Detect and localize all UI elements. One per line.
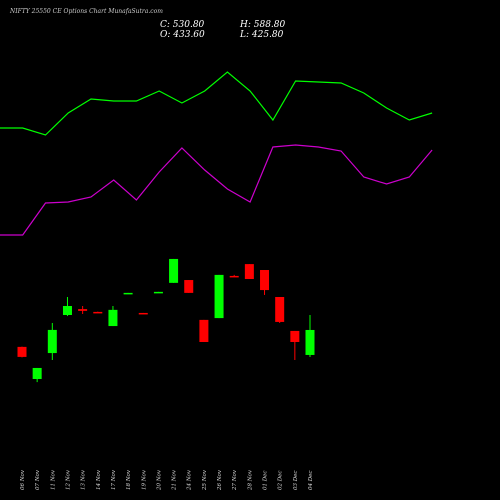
x-tick-label: 19 Nov: [141, 469, 147, 490]
candle-body: [305, 329, 315, 355]
x-tick-label: 01 Dec: [263, 471, 269, 491]
ohlc-close: C: 530.80: [160, 20, 205, 30]
x-tick-label: 07 Nov: [35, 469, 41, 490]
x-tick-label: 18 Nov: [126, 469, 132, 490]
x-tick-label: 14 Nov: [96, 469, 102, 490]
candle-body: [214, 274, 224, 319]
x-tick-label: 06 Nov: [20, 469, 26, 490]
candle-body: [123, 292, 133, 295]
x-tick-label: 28 Nov: [247, 469, 253, 491]
x-tick-label: 21 Nov: [172, 469, 178, 491]
indicator-line: [0, 144, 433, 236]
candle-body: [78, 309, 88, 311]
candle-body: [199, 319, 209, 342]
x-tick-label: 11 Nov: [50, 469, 56, 490]
candle-body: [260, 270, 270, 291]
candle-body: [290, 330, 300, 342]
ohlc-open: O: 433.60: [160, 30, 205, 40]
x-tick-label: 12 Nov: [65, 469, 71, 490]
candle-body: [138, 312, 148, 315]
candle-body: [17, 346, 27, 357]
candle-body: [184, 280, 194, 293]
candle-body: [275, 297, 285, 322]
candle-body: [93, 311, 103, 314]
x-tick-label: 26 Nov: [217, 469, 223, 491]
x-tick-label: 20 Nov: [156, 469, 162, 491]
x-tick-label: 25 Nov: [202, 469, 208, 491]
candle-body: [244, 264, 254, 280]
candle-body: [169, 258, 179, 283]
x-tick-label: 27 Nov: [232, 469, 238, 491]
ohlc-high: H: 588.80: [239, 20, 286, 30]
ohlc-low: L: 425.80: [239, 30, 284, 40]
chart-title: NIFTY 25550 CE Options Chart MunafaSutra…: [9, 8, 163, 15]
x-tick-label: 04 Dec: [308, 471, 314, 491]
candle-body: [62, 306, 72, 316]
x-tick-label: 17 Nov: [111, 469, 117, 490]
indicator-line: [0, 71, 433, 136]
candle-body: [153, 291, 163, 294]
x-tick-label: 13 Nov: [81, 469, 87, 490]
candle-body: [47, 329, 57, 354]
candle-body: [229, 275, 239, 278]
candle-body: [108, 309, 118, 327]
x-tick-label: 03 Dec: [293, 471, 299, 491]
candle-body: [32, 367, 42, 380]
x-tick-label: 24 Nov: [187, 469, 193, 491]
x-tick-label: 02 Dec: [278, 471, 284, 491]
